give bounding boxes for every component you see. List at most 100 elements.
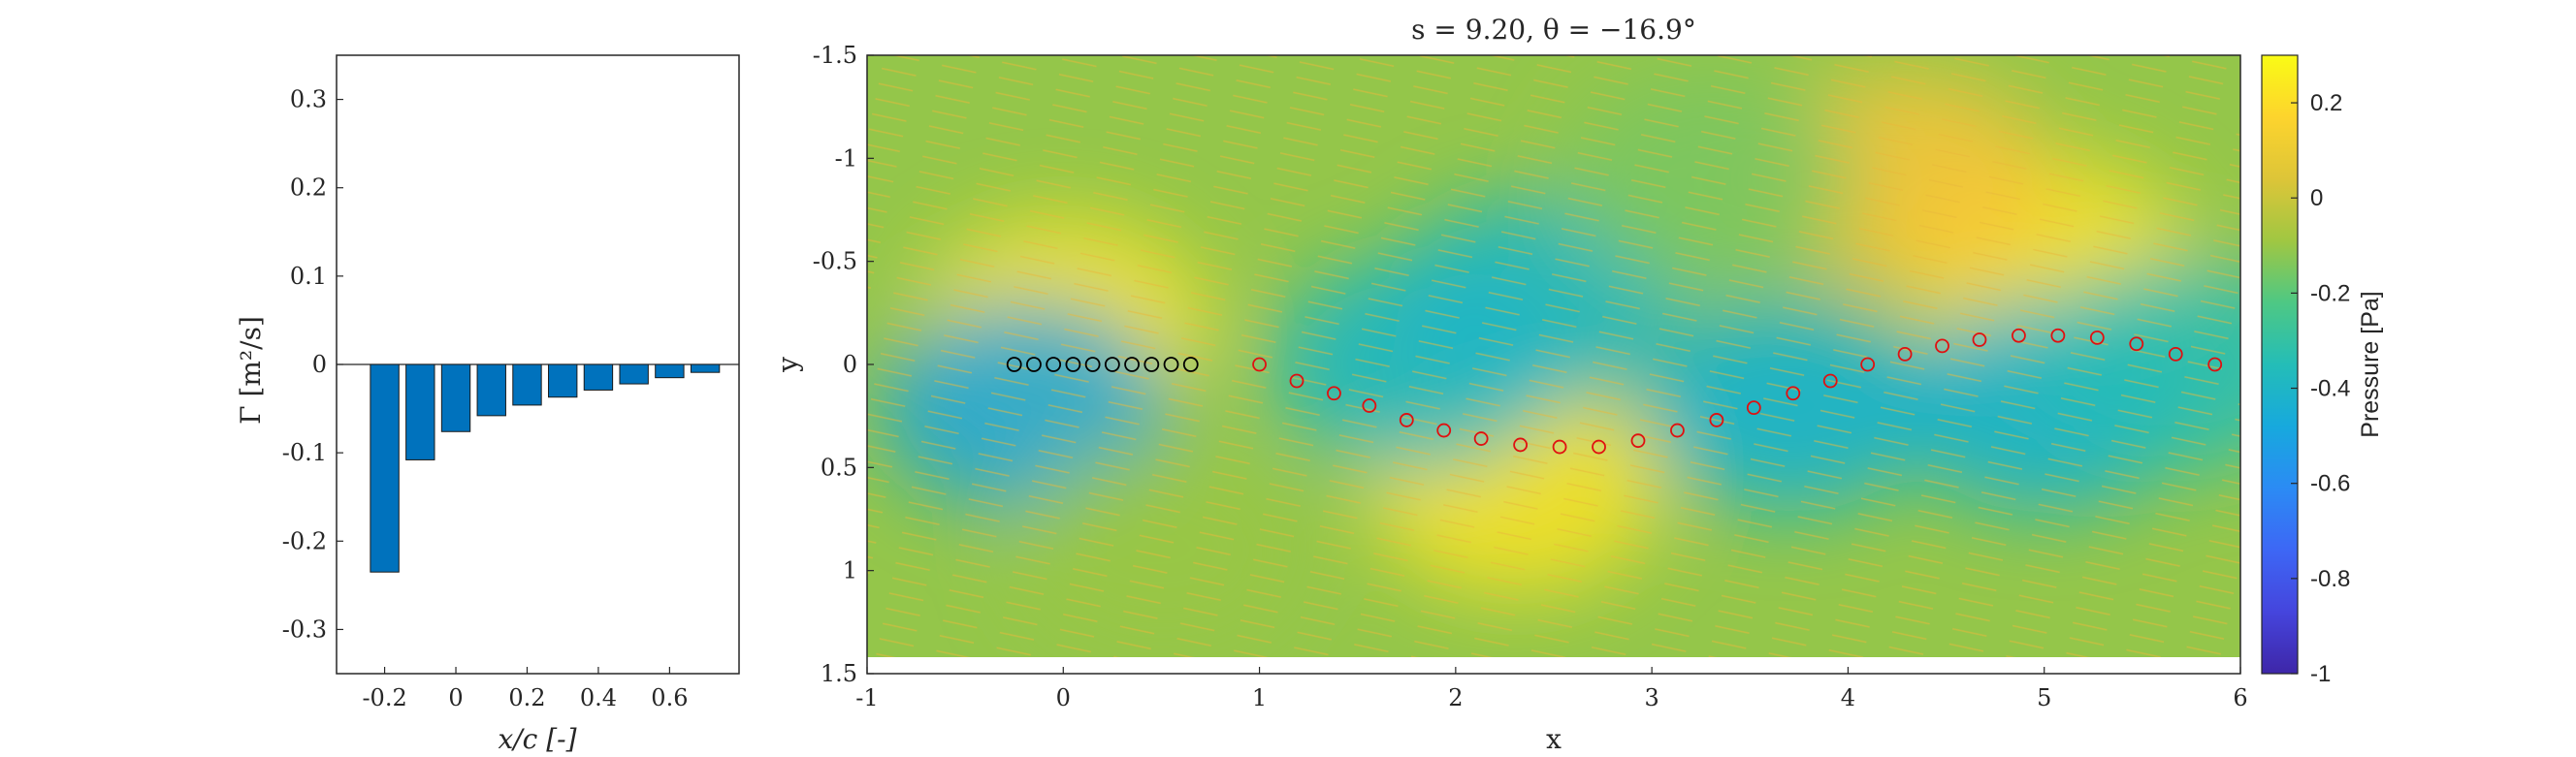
colorbar-tick-label: 0 xyxy=(2310,185,2323,211)
wake-vortex-marker xyxy=(1473,431,1489,446)
bar-y-axis-label: Γ [m²/s] xyxy=(235,316,267,425)
colorbar-tick-label: -0.2 xyxy=(2310,280,2350,306)
bound-vortex-marker xyxy=(1124,357,1140,372)
bound-vortex-markers xyxy=(1006,357,1199,372)
colorbar-tick-label: -0.8 xyxy=(2310,566,2350,592)
bar xyxy=(690,363,721,373)
field-y-tick-label: 1 xyxy=(843,557,857,584)
bound-vortex-marker xyxy=(1046,357,1062,372)
field-x-axis-label: x xyxy=(1546,723,1562,755)
field-y-tick-label: -1.5 xyxy=(813,42,857,69)
field-x-tick-label: -1 xyxy=(855,684,878,711)
wake-vortex-marker xyxy=(2012,328,2026,343)
wake-vortex-marker xyxy=(1972,332,1987,347)
field-y-axis-label: y xyxy=(772,357,804,373)
wake-vortex-marker xyxy=(1630,433,1646,449)
wake-vortex-marker xyxy=(1746,400,1761,416)
field-x-tick-label: 0 xyxy=(1056,684,1071,711)
bound-vortex-marker xyxy=(1163,357,1179,372)
wake-vortex-marker xyxy=(1436,423,1452,438)
bar-y-tick-label: -0.2 xyxy=(282,527,327,554)
colorbar-tick-label: 0.2 xyxy=(2310,90,2342,116)
pressure-field-panel: s = 9.20, θ = −16.9° -1.5-1-0.500.511.5 … xyxy=(772,14,2248,755)
bar xyxy=(583,363,614,391)
field-y-tick-label: -1 xyxy=(835,144,857,172)
bar-x-tick-label: -0.2 xyxy=(362,684,406,711)
field-x-tick-label: 3 xyxy=(1645,684,1659,711)
bar xyxy=(548,363,578,398)
wake-vortex-marker xyxy=(2168,346,2183,362)
field-y-tick-label: 0.5 xyxy=(821,454,857,481)
wake-vortex-markers xyxy=(1252,328,2223,455)
wake-vortex-marker xyxy=(1252,357,1267,372)
bar-y-tick-label: 0.3 xyxy=(290,86,327,113)
bar-x-tick-label: 0 xyxy=(448,684,463,711)
wake-vortex-marker xyxy=(1860,357,1876,372)
bar-x-tick-label: 0.6 xyxy=(651,684,688,711)
bar-x-tick-label: 0.2 xyxy=(508,684,545,711)
wake-vortex-marker xyxy=(1399,413,1414,427)
bar xyxy=(440,363,471,432)
field-y-tick-label: 1.5 xyxy=(821,660,857,687)
bound-vortex-marker xyxy=(1084,357,1101,372)
bar-y-tick-label: 0.2 xyxy=(290,174,327,202)
bound-vortex-marker xyxy=(1006,357,1022,372)
bar xyxy=(655,363,685,379)
wake-vortex-marker xyxy=(2050,328,2066,343)
bar-series xyxy=(370,363,721,573)
colorbar-label: Pressure [Pa] xyxy=(2357,291,2384,437)
wake-vortex-marker xyxy=(1592,439,1606,455)
bound-vortex-marker xyxy=(1026,357,1042,372)
bar xyxy=(370,363,400,573)
bar xyxy=(476,363,506,417)
colorbar-tick-label: -1 xyxy=(2310,661,2331,687)
wake-vortex-marker xyxy=(2207,357,2223,372)
colorbar-tick-label: -0.4 xyxy=(2310,376,2350,402)
field-x-tick-label: 1 xyxy=(1252,684,1267,711)
bar xyxy=(512,363,542,406)
bar-x-ticks: -0.2 0 0.2 0.4 0.6 xyxy=(362,667,688,711)
field-x-tick-label: 4 xyxy=(1841,684,1855,711)
wake-vortex-marker xyxy=(1327,386,1341,401)
wake-vortex-marker xyxy=(2129,336,2144,352)
wake-vortex-marker xyxy=(1935,338,1949,354)
wake-vortex-marker xyxy=(1552,439,1567,455)
wake-vortex-marker xyxy=(1362,398,1377,413)
field-x-tick-label: 2 xyxy=(1448,684,1463,711)
field-y-tick-label: -0.5 xyxy=(813,248,857,275)
velocity-arrow-field xyxy=(867,55,2240,657)
field-x-ticks: -1 0 1 2 3 4 5 6 xyxy=(855,667,2248,711)
wake-vortex-marker xyxy=(1822,373,1838,389)
bound-vortex-marker xyxy=(1182,357,1199,372)
wake-vortex-marker xyxy=(1670,423,1685,438)
circulation-bar-panel: 0.3 0.2 0.1 0 -0.1 -0.2 -0.3 -0.2 0 0.2 0.4 0.6 Γ … xyxy=(235,54,740,755)
field-x-tick-label: 5 xyxy=(2037,684,2051,711)
field-title: s = 9.20, θ = −16.9° xyxy=(1411,14,1696,46)
field-y-tick-label: 0 xyxy=(843,351,857,378)
bar xyxy=(405,363,435,460)
bar xyxy=(619,363,649,385)
pressure-colorbar: 0.2 0 -0.2 -0.4 -0.6 -0.8 -1 Pressure [Pa] xyxy=(2261,54,2384,687)
bound-vortex-marker xyxy=(1143,357,1160,372)
wake-vortex-marker xyxy=(1513,437,1529,453)
wake-vortex-marker xyxy=(1897,346,1913,362)
colorbar-fill xyxy=(2261,54,2299,675)
wake-vortex-marker xyxy=(1289,373,1304,389)
wake-vortex-marker xyxy=(1786,386,1801,401)
bar-y-ticks: 0.3 0.2 0.1 0 -0.1 -0.2 -0.3 xyxy=(282,86,343,643)
bottom-arrow-strip xyxy=(867,657,2240,675)
wake-vortex-marker xyxy=(2089,330,2105,345)
colorbar-tick-label: -0.6 xyxy=(2310,471,2350,497)
bar-y-tick-label: -0.3 xyxy=(282,615,327,643)
bound-vortex-marker xyxy=(1104,357,1120,372)
bound-vortex-marker xyxy=(1065,357,1081,372)
bar-y-tick-label: -0.1 xyxy=(282,439,327,466)
field-y-ticks: -1.5 -1 -0.5 0 0.5 1 1.5 xyxy=(813,42,874,687)
bar-x-tick-label: 0.4 xyxy=(580,684,617,711)
bar-y-tick-label: 0 xyxy=(312,351,327,378)
bar-x-axis-label: x/c [-] xyxy=(498,723,576,755)
bar-y-tick-label: 0.1 xyxy=(290,263,327,290)
wake-vortex-marker xyxy=(1709,413,1724,427)
field-x-tick-label: 6 xyxy=(2233,684,2247,711)
